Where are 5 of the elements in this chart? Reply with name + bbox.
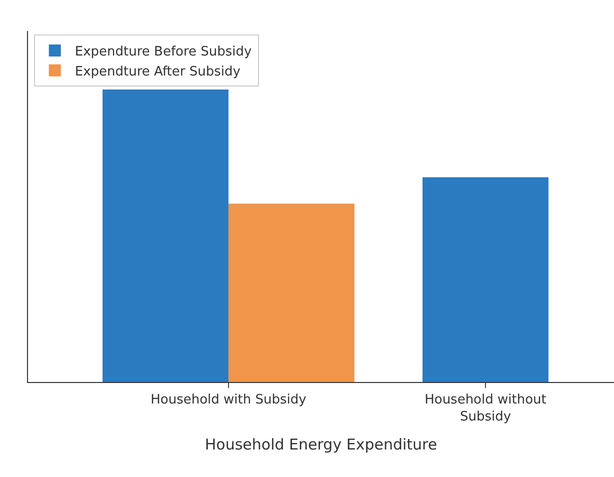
legend-label: Expendture After Subsidy — [74, 64, 241, 80]
legend-label: Expendture Before Subsidy — [74, 44, 252, 60]
x-tick-label: Household without Subsidy — [424, 392, 546, 424]
x-tick-label: Household with Subsidy — [150, 392, 307, 408]
x-axis-title: Household Energy Expenditure — [204, 436, 438, 454]
